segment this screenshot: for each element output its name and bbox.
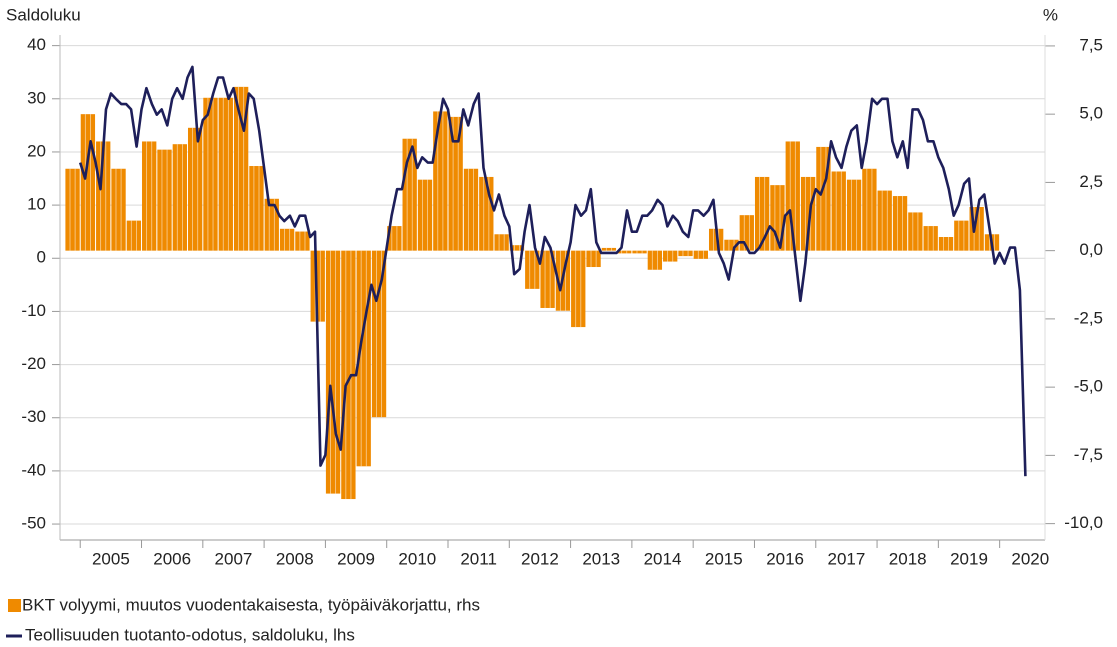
bar (862, 168, 877, 251)
bar (417, 179, 433, 251)
y-tick-label: -20 (21, 354, 46, 373)
bar (632, 250, 647, 254)
bar (172, 144, 187, 251)
bar (678, 250, 693, 257)
bar (341, 250, 356, 500)
legend-label: Teollisuuden tuotanto-odotus, saldoluku,… (25, 625, 355, 644)
y2-tick-label: 5,0 (1079, 104, 1103, 123)
y-tick-label: 30 (27, 88, 46, 107)
x-tick-label: 2019 (950, 549, 988, 568)
bar (65, 168, 80, 251)
bar (724, 239, 739, 251)
y-tick-label: 40 (27, 35, 46, 54)
bar (387, 226, 402, 251)
bar (218, 97, 233, 251)
bar (693, 250, 708, 259)
bar (785, 141, 800, 251)
bar (617, 250, 632, 254)
bar (96, 141, 111, 251)
bar (800, 176, 816, 251)
bar (663, 250, 678, 262)
y2-tick-label: 0,0 (1079, 240, 1103, 259)
y2-axis-label: % (1043, 5, 1058, 24)
y-tick-label: -40 (21, 460, 46, 479)
x-tick-label: 2013 (582, 549, 620, 568)
x-tick-label: 2005 (92, 549, 130, 568)
y2-tick-label: -7,5 (1074, 445, 1103, 464)
bar (279, 228, 295, 251)
y2-tick-label: -5,0 (1074, 377, 1103, 396)
bar (509, 245, 525, 251)
x-tick-label: 2007 (215, 549, 253, 568)
bar (295, 231, 310, 251)
bar (371, 250, 387, 418)
bar (310, 250, 325, 322)
bar (448, 116, 463, 251)
bar (954, 220, 969, 251)
bar (249, 166, 264, 251)
bar (157, 149, 172, 251)
y2-tick-label: -2,5 (1074, 308, 1103, 327)
bar (264, 198, 279, 251)
legend-label: BKT volyymi, muutos vuodentakaisesta, ty… (22, 595, 480, 614)
x-tick-label: 2015 (705, 549, 743, 568)
bar (647, 250, 663, 270)
y-tick-label: -10 (21, 301, 46, 320)
bar (142, 141, 157, 251)
bar (601, 247, 617, 251)
bar (540, 250, 555, 308)
bar (325, 250, 341, 494)
x-tick-label: 2008 (276, 549, 314, 568)
y2-tick-label: 2,5 (1079, 172, 1103, 191)
y2-tick-label: 7,5 (1079, 35, 1103, 54)
x-tick-label: 2014 (644, 549, 682, 568)
x-tick-label: 2006 (153, 549, 191, 568)
bar (586, 250, 601, 268)
y2-tick-label: -10,0 (1064, 513, 1103, 532)
x-tick-label: 2012 (521, 549, 559, 568)
x-tick-label: 2010 (398, 549, 436, 568)
bar (111, 168, 126, 251)
bar (203, 97, 218, 251)
y-tick-label: 0 (37, 248, 46, 267)
bar (463, 168, 479, 251)
y-tick-label: -30 (21, 407, 46, 426)
bar (877, 190, 892, 251)
bar (571, 250, 586, 328)
legend-swatch (8, 599, 21, 612)
bar (494, 234, 509, 251)
y-tick-label: -50 (21, 514, 46, 533)
bar (80, 114, 96, 251)
bar (892, 196, 908, 251)
y-axis-label: Saldoluku (6, 5, 81, 24)
x-tick-label: 2018 (889, 549, 927, 568)
x-tick-label: 2009 (337, 549, 375, 568)
y-tick-label: 10 (27, 195, 46, 214)
bar (187, 127, 203, 251)
bar (938, 237, 954, 251)
plot-area (65, 65, 1027, 500)
bar (126, 220, 142, 251)
x-tick-label: 2016 (766, 549, 804, 568)
bar (831, 171, 846, 251)
bar (479, 176, 494, 251)
bar (908, 212, 923, 251)
y-tick-label: 20 (27, 141, 46, 160)
bar (433, 111, 448, 251)
x-tick-label: 2011 (460, 549, 497, 568)
bar (708, 228, 724, 251)
bar (923, 226, 938, 251)
line (78, 65, 1027, 477)
x-tick-label: 2020 (1011, 549, 1049, 568)
bar (525, 250, 540, 289)
x-tick-label: 2017 (827, 549, 865, 568)
bar (846, 179, 862, 251)
